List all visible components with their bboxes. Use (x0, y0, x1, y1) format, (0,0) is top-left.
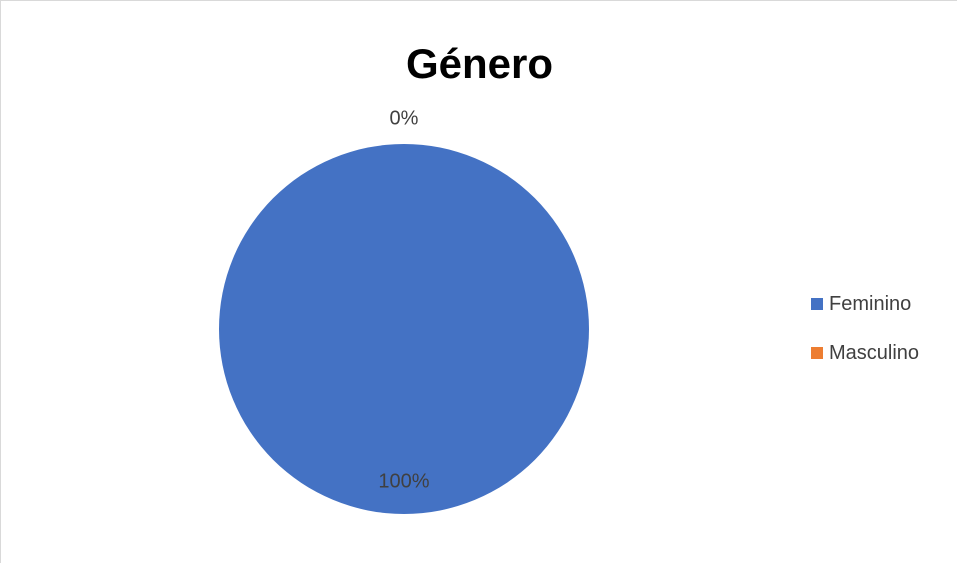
legend-swatch-masculino (811, 347, 823, 359)
legend-swatch-feminino (811, 298, 823, 310)
pie-slice-feminino (219, 144, 589, 514)
legend-item-masculino: Masculino (811, 340, 919, 366)
chart-title: Género (405, 40, 554, 87)
legend-label-masculino: Masculino (829, 342, 920, 364)
data-label-masculino: 0% (390, 107, 419, 129)
legend: Feminino Masculino (811, 291, 919, 389)
data-label-feminino: 100% (378, 470, 429, 492)
legend-item-feminino: Feminino (811, 291, 919, 317)
legend-label-feminino: Feminino (829, 293, 912, 315)
